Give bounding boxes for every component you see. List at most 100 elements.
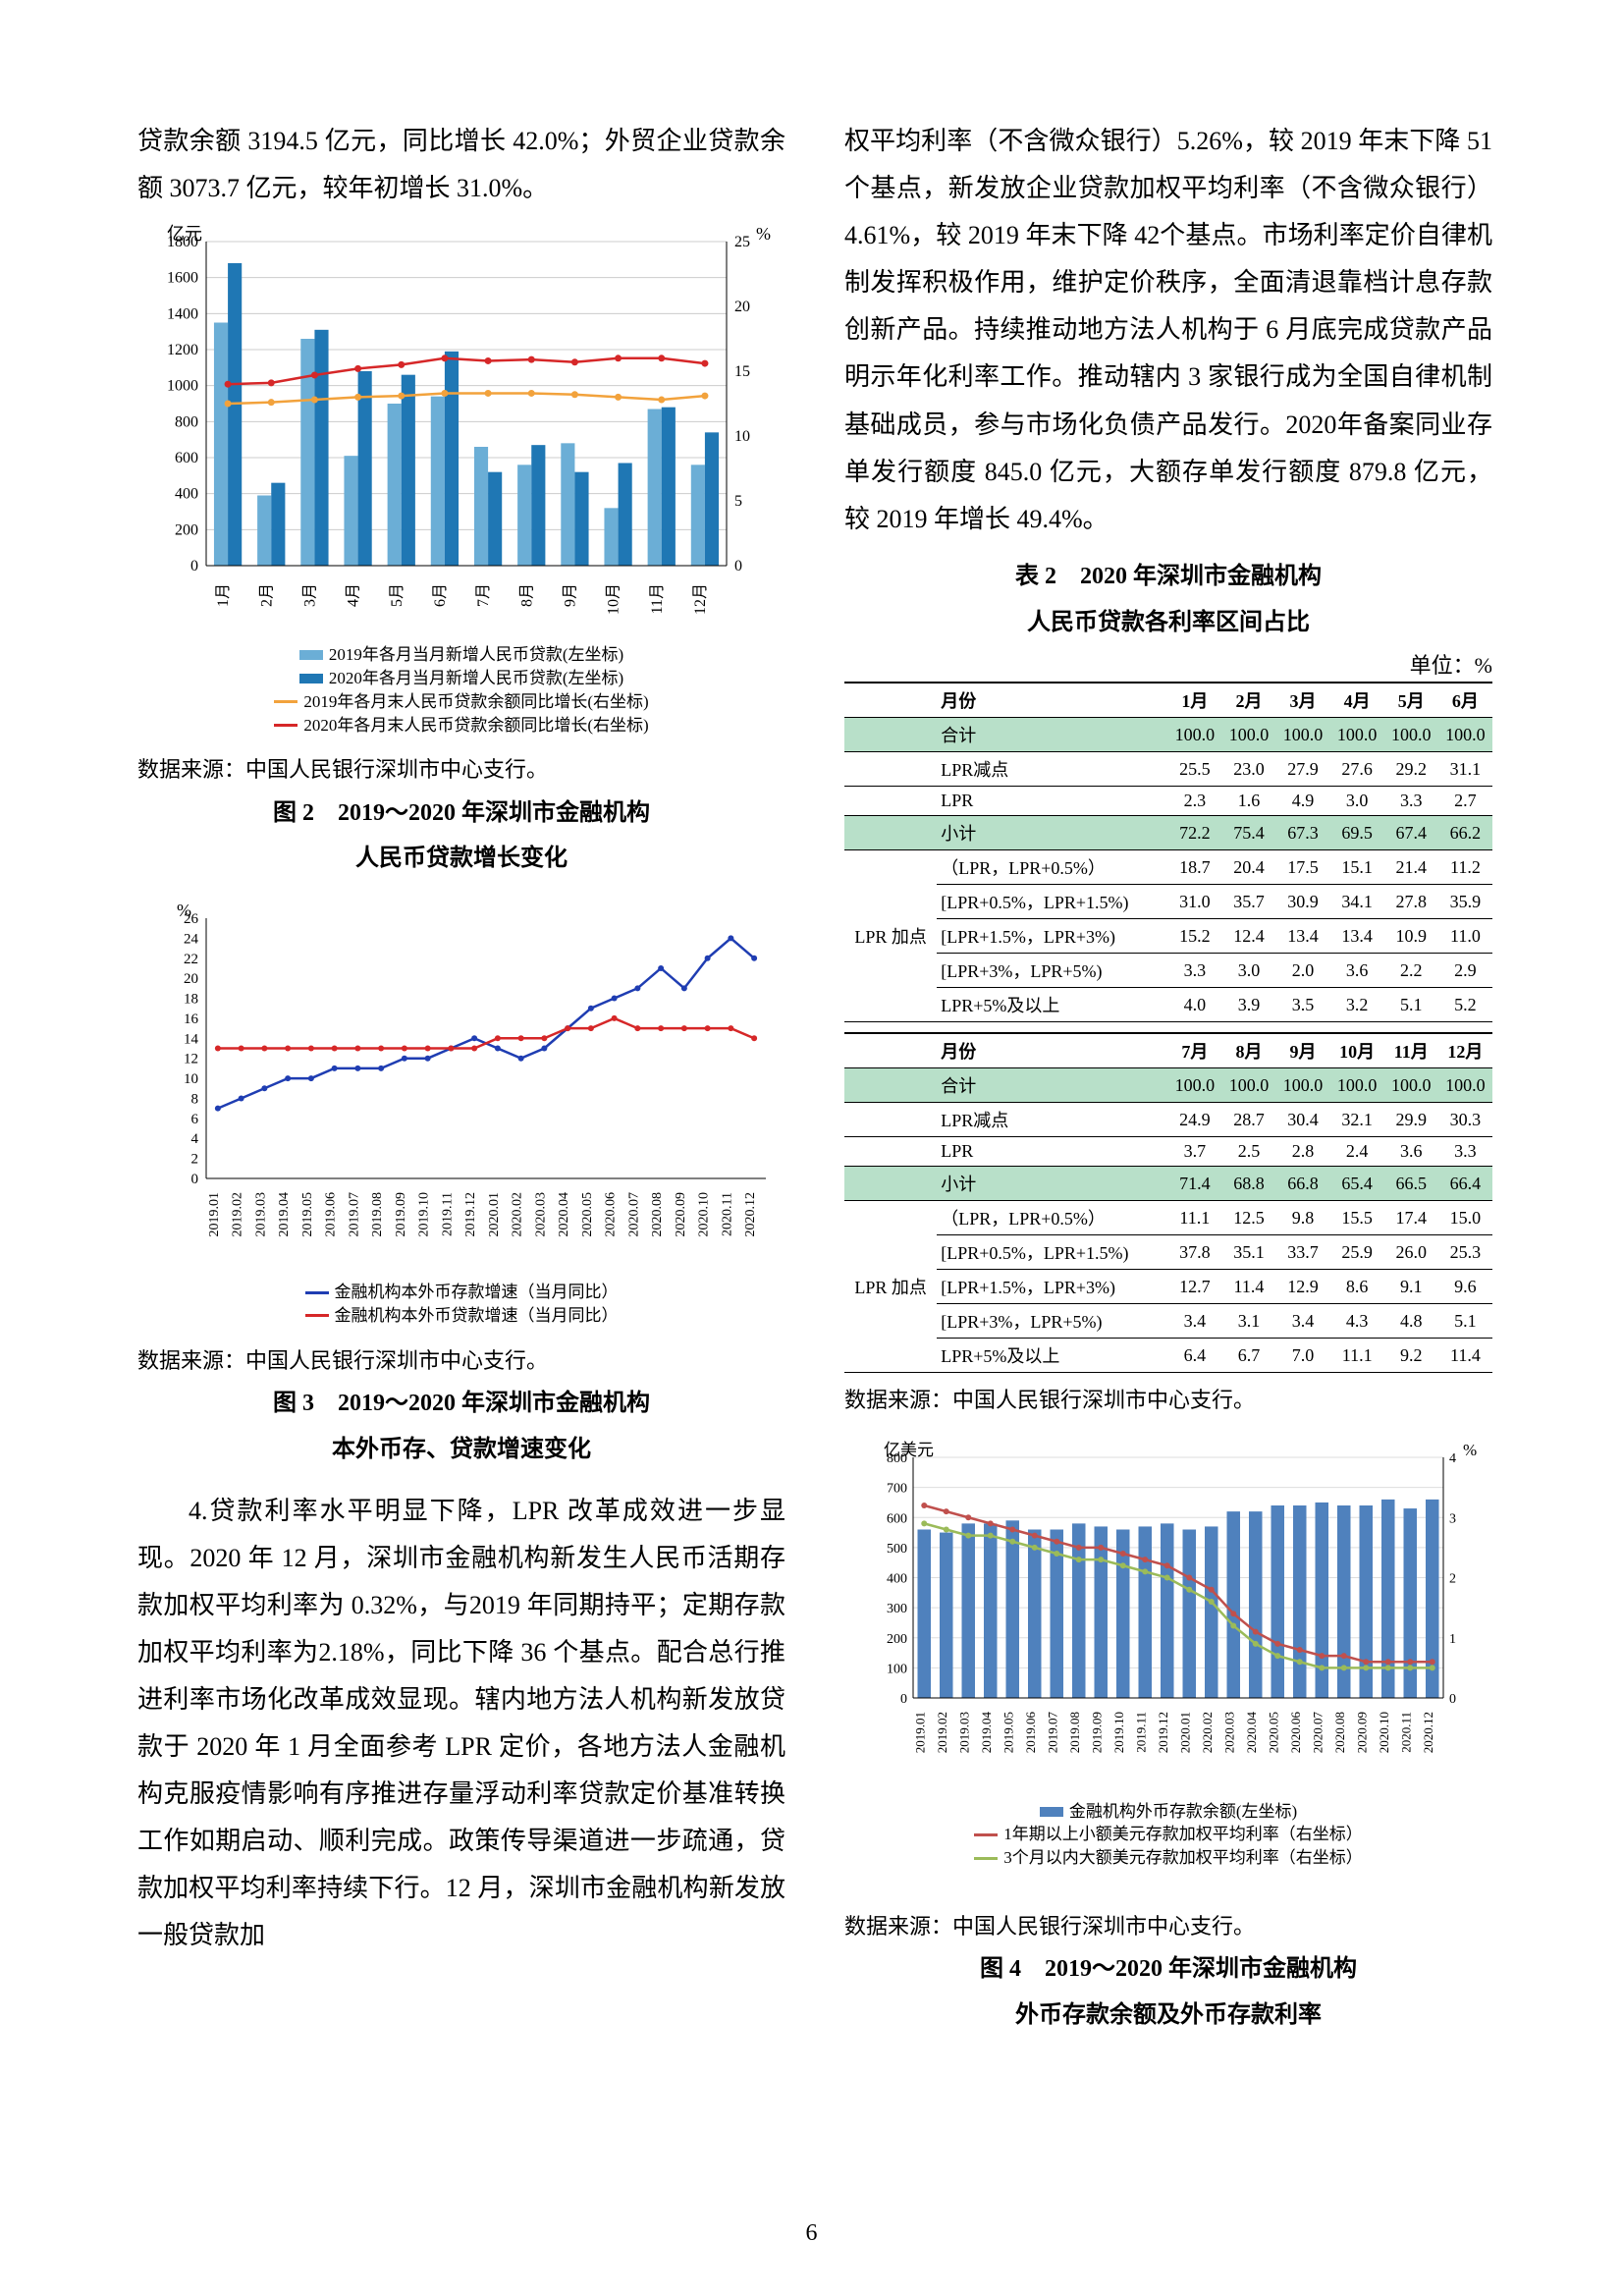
svg-text:2020.08: 2020.08 [1332, 1712, 1347, 1753]
intro-text: 贷款余额 3194.5 亿元，同比增长 42.0%；外贸企业贷款余额 3073.… [137, 118, 785, 212]
svg-text:2019.08: 2019.08 [1067, 1712, 1082, 1753]
figure-3-chart: %024681012141618202224262019.012019.0220… [137, 899, 785, 1328]
svg-text:14: 14 [184, 1031, 199, 1047]
svg-text:26: 26 [184, 911, 199, 927]
svg-text:22: 22 [184, 952, 198, 967]
svg-text:600: 600 [887, 1511, 907, 1526]
table-2-unit: 单位：% [844, 648, 1492, 680]
figure-2-svg: 亿元%0200400600800100012001400160018000510… [137, 222, 785, 634]
svg-text:2019.02: 2019.02 [935, 1712, 949, 1753]
svg-text:2019.03: 2019.03 [253, 1192, 268, 1237]
svg-text:2020.01: 2020.01 [1177, 1712, 1192, 1753]
svg-text:500: 500 [887, 1542, 907, 1557]
svg-text:2020.04: 2020.04 [1244, 1711, 1259, 1753]
svg-text:7月: 7月 [475, 583, 492, 607]
svg-text:2019.06: 2019.06 [1023, 1711, 1038, 1753]
figure-4-caption-1: 图 4 2019～2020 年深圳市金融机构 [844, 1949, 1492, 1990]
figure-3-caption-2: 本外币存、贷款增速变化 [137, 1430, 785, 1470]
svg-text:200: 200 [175, 522, 198, 539]
svg-text:800: 800 [887, 1451, 907, 1466]
svg-text:2019.10: 2019.10 [1111, 1712, 1126, 1753]
svg-text:2020.12: 2020.12 [743, 1192, 758, 1237]
legend-swatch-icon [299, 674, 323, 683]
svg-text:1600: 1600 [167, 270, 198, 287]
svg-text:15: 15 [734, 363, 750, 380]
svg-text:2020.01: 2020.01 [487, 1192, 502, 1237]
svg-text:2020.05: 2020.05 [1266, 1712, 1280, 1753]
svg-text:4: 4 [191, 1131, 199, 1147]
legend-label: 金融机构本外币贷款增速（当月同比） [335, 1304, 619, 1328]
figure-2-legend: 2019年各月当月新增人民币贷款(左坐标) 2020年各月当月新增人民币贷款(左… [137, 643, 785, 737]
svg-text:700: 700 [887, 1481, 907, 1496]
svg-text:5月: 5月 [389, 583, 406, 607]
svg-text:2019.08: 2019.08 [370, 1192, 385, 1237]
legend-line-icon [305, 1291, 329, 1294]
svg-text:2020.03: 2020.03 [1221, 1712, 1236, 1753]
figure-4-legend: 金融机构外币存款余额(左坐标) 1年期以上小额美元存款加权平均利率（右坐标） 3… [844, 1800, 1492, 1870]
figure-3-svg: %024681012141618202224262019.012019.0220… [137, 899, 785, 1272]
svg-text:2020.06: 2020.06 [604, 1192, 619, 1237]
legend-label: 2019年各月末人民币贷款余额同比增长(右坐标) [303, 690, 648, 714]
svg-text:16: 16 [184, 1011, 199, 1027]
svg-text:0: 0 [190, 558, 198, 574]
svg-text:8月: 8月 [518, 583, 535, 607]
svg-text:3月: 3月 [301, 583, 318, 607]
svg-text:2020.04: 2020.04 [557, 1192, 571, 1237]
svg-text:10: 10 [734, 428, 750, 445]
svg-text:2019.11: 2019.11 [1133, 1712, 1148, 1753]
svg-text:2019.07: 2019.07 [347, 1192, 361, 1237]
svg-text:2019.09: 2019.09 [1089, 1712, 1104, 1753]
svg-text:2020.10: 2020.10 [697, 1192, 712, 1237]
svg-text:2020.09: 2020.09 [674, 1192, 688, 1237]
svg-text:2019.06: 2019.06 [324, 1192, 339, 1237]
svg-text:4: 4 [1449, 1451, 1456, 1466]
svg-text:0: 0 [1449, 1692, 1456, 1707]
svg-text:11月: 11月 [649, 583, 666, 614]
svg-text:2019.12: 2019.12 [463, 1192, 478, 1237]
svg-text:%: % [1463, 1441, 1477, 1459]
svg-text:2019.05: 2019.05 [1001, 1712, 1015, 1753]
figure-3-caption-1: 图 3 2019～2020 年深圳市金融机构 [137, 1384, 785, 1424]
table-2-block-a: 月份1月2月3月4月5月6月合计100.0100.0100.0100.0100.… [844, 682, 1492, 1022]
svg-text:400: 400 [175, 486, 198, 503]
svg-text:12: 12 [184, 1052, 198, 1067]
svg-text:9月: 9月 [562, 583, 578, 607]
svg-text:100: 100 [887, 1662, 907, 1676]
svg-text:400: 400 [887, 1571, 907, 1586]
svg-text:2019.07: 2019.07 [1045, 1711, 1059, 1753]
right-column: 权平均利率（不含微众银行）5.26%，较 2019 年末下降 51 个基点，新发… [844, 118, 1492, 2160]
svg-text:2020.11: 2020.11 [720, 1192, 734, 1236]
svg-text:1: 1 [1449, 1631, 1456, 1646]
svg-text:8: 8 [191, 1092, 199, 1108]
legend-line-icon [305, 1314, 329, 1317]
legend-label: 金融机构外币存款余额(左坐标) [1069, 1800, 1297, 1824]
legend-line-icon [974, 1833, 998, 1836]
figure-4-svg: 亿美元%0100200300400500600700800012342019.0… [844, 1438, 1492, 1791]
svg-text:2020.05: 2020.05 [580, 1192, 595, 1237]
svg-text:4月: 4月 [346, 583, 362, 607]
svg-text:2019.01: 2019.01 [207, 1192, 222, 1237]
svg-text:2019.09: 2019.09 [394, 1192, 408, 1237]
legend-swatch-icon [1040, 1807, 1063, 1817]
legend-label: 1年期以上小额美元存款加权平均利率（右坐标） [1003, 1823, 1363, 1846]
svg-text:12月: 12月 [692, 583, 709, 615]
svg-text:2月: 2月 [258, 583, 275, 607]
figure-2-caption-2: 人民币贷款增长变化 [137, 839, 785, 879]
figure-2-source: 数据来源：中国人民银行深圳市中心支行。 [137, 752, 785, 787]
svg-text:2019.05: 2019.05 [300, 1192, 315, 1237]
paragraph-4: 4.贷款利率水平明显下降，LPR 改革成效进一步显现。2020 年 12 月，深… [137, 1488, 785, 1960]
svg-text:20: 20 [734, 299, 750, 315]
table-2-block-b: 月份7月8月9月10月11月12月合计100.0100.0100.0100.01… [844, 1032, 1492, 1373]
legend-label: 金融机构本外币存款增速（当月同比） [335, 1281, 619, 1304]
svg-text:0: 0 [191, 1172, 199, 1187]
svg-text:10月: 10月 [606, 583, 622, 615]
svg-text:10: 10 [184, 1071, 198, 1087]
svg-text:%: % [756, 224, 771, 244]
figure-4-chart: 亿美元%0100200300400500600700800012342019.0… [844, 1438, 1492, 1870]
svg-text:2020.07: 2020.07 [1310, 1711, 1325, 1753]
svg-text:20: 20 [184, 971, 198, 987]
legend-label: 2020年各月当月新增人民币贷款(左坐标) [329, 667, 623, 690]
svg-text:1800: 1800 [167, 234, 198, 250]
table-2-source: 数据来源：中国人民银行深圳市中心支行。 [844, 1383, 1492, 1417]
two-column-layout: 贷款余额 3194.5 亿元，同比增长 42.0%；外贸企业贷款余额 3073.… [137, 118, 1486, 2160]
